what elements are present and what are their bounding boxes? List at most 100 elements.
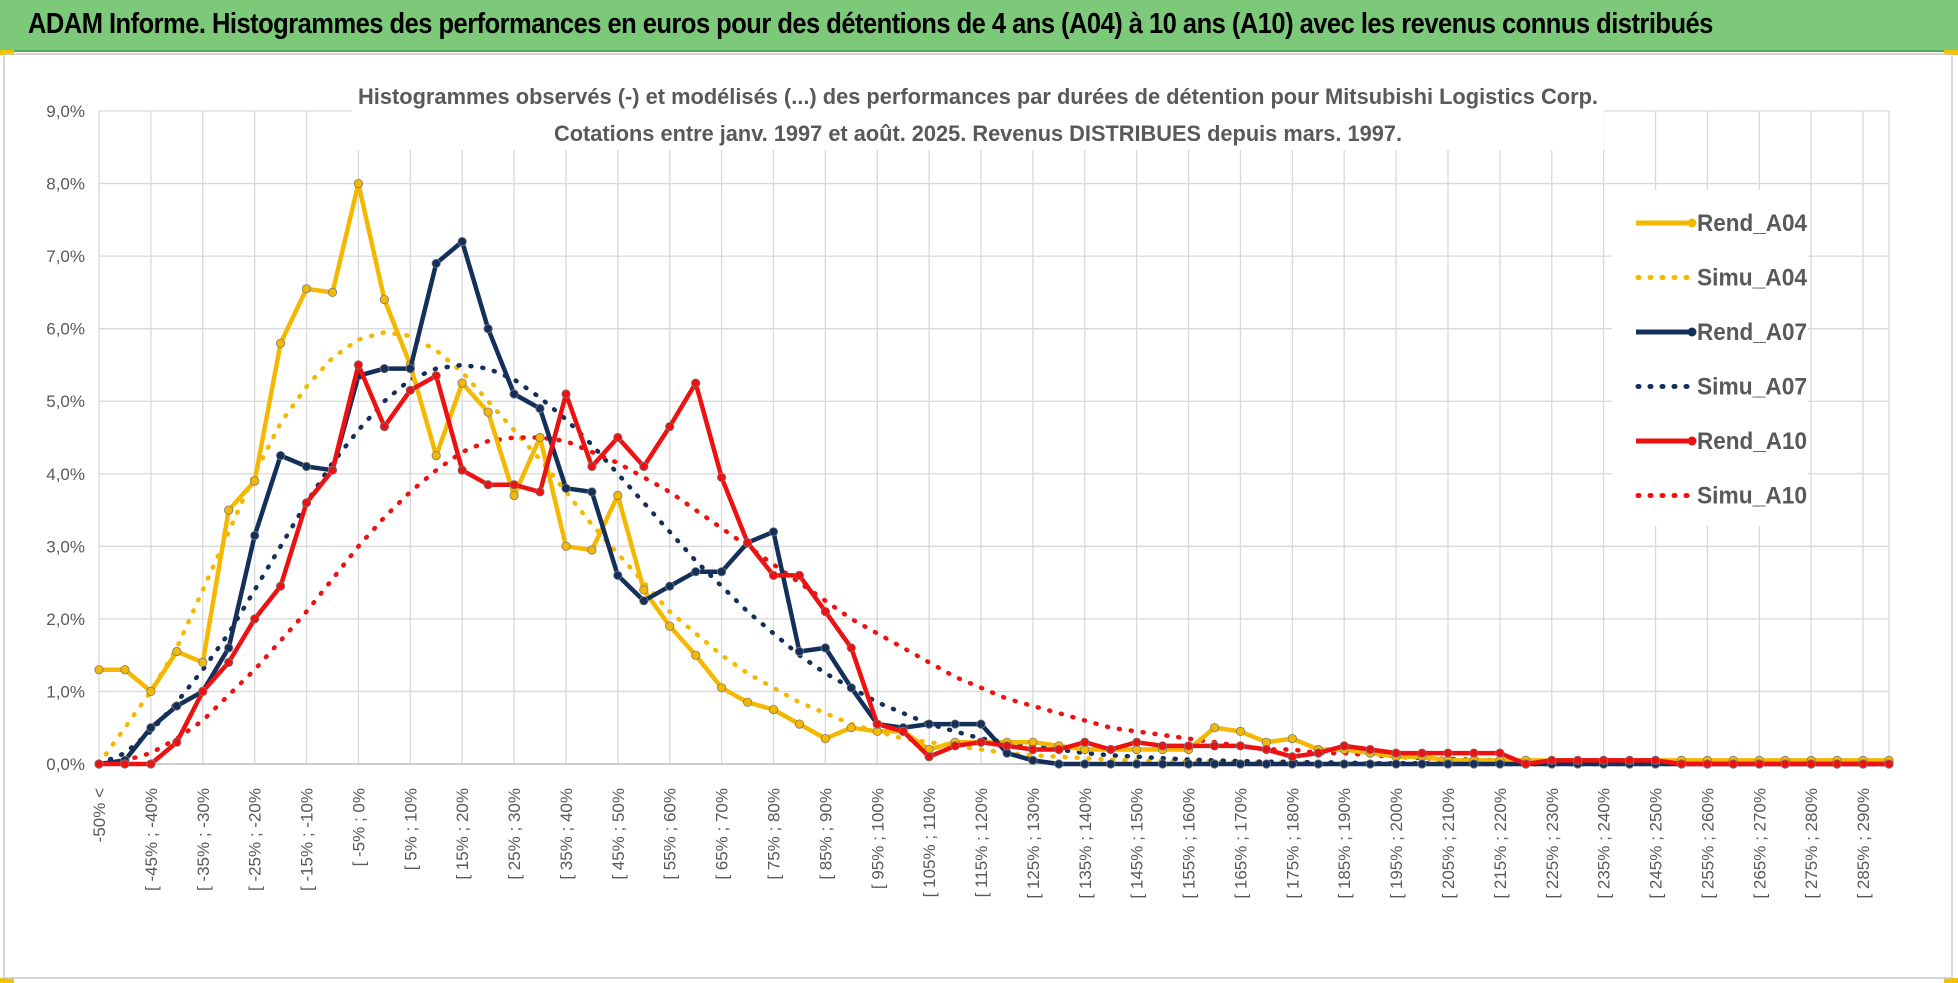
y-tick-label: 8,0%	[46, 175, 85, 194]
data-point	[146, 759, 156, 769]
series-simu-a10	[96, 435, 1892, 767]
data-point	[1235, 759, 1246, 769]
x-tick-label: [ 85% ; 90%	[816, 788, 835, 880]
data-point	[1339, 759, 1349, 769]
data-point	[1469, 759, 1479, 769]
x-tick-label: [ 45% ; 50%	[609, 788, 628, 880]
y-tick-label: 5,0%	[46, 392, 85, 411]
corner-mark-bottom-left	[0, 978, 14, 983]
data-point	[509, 490, 519, 501]
data-point	[716, 472, 727, 482]
data-point	[1287, 752, 1297, 762]
y-tick-label: 4,0%	[46, 465, 85, 484]
data-point	[1313, 759, 1323, 769]
y-tick-label: 3,0%	[46, 537, 85, 556]
data-point	[1054, 759, 1064, 769]
report-title: ADAM Informe. Histogrammes des performan…	[28, 8, 1713, 40]
x-tick-label: [ -25% ; -20%	[246, 788, 265, 891]
legend-label: Simu_A10	[1697, 483, 1807, 510]
data-point	[301, 461, 312, 472]
x-tick-label: [ 25% ; 30%	[505, 788, 524, 880]
data-point	[275, 338, 286, 348]
x-tick-label: [ 185% ; 190%	[1335, 788, 1354, 899]
data-point	[1573, 755, 1583, 766]
x-tick-label: [ 155% ; 160%	[1180, 788, 1199, 899]
series-line	[98, 239, 1889, 767]
data-point	[94, 759, 104, 769]
data-point	[1495, 759, 1505, 769]
data-point	[94, 665, 104, 675]
data-point	[1728, 759, 1738, 769]
x-tick-label: [ 205% ; 210%	[1439, 788, 1458, 899]
data-point	[120, 665, 130, 675]
data-point	[1754, 759, 1764, 769]
chart-subtitle: Cotations entre janv. 1997 et août. 2025…	[554, 121, 1402, 146]
data-point	[1625, 755, 1635, 766]
data-point	[275, 450, 286, 461]
data-point	[457, 465, 467, 475]
corner-mark-top-right	[1944, 50, 1958, 55]
data-point	[1443, 748, 1453, 758]
series-line	[96, 435, 1892, 767]
corner-mark-top-left	[0, 50, 14, 55]
data-point	[613, 490, 623, 501]
legend-item: Rend_A04	[1636, 210, 1808, 237]
report-banner: ADAM Informe. Histogrammes des performan…	[0, 0, 1958, 52]
x-tick-label: [ 105% ; 110%	[920, 788, 939, 897]
data-point	[1106, 759, 1116, 769]
y-tick-label: 0,0%	[46, 755, 85, 774]
x-tick-label: [ 95% ; 100%	[868, 788, 887, 889]
legend-item: Simu_A10	[1635, 483, 1807, 510]
x-tick-label: [ 285% ; 290%	[1854, 788, 1873, 899]
data-point	[405, 385, 415, 395]
data-point	[1209, 723, 1220, 733]
data-point	[1132, 737, 1142, 747]
chart-legend: Rend_A04 Simu_A04 Rend_A07 Simu_A07 Rend_A10…	[1612, 190, 1808, 526]
legend-item: Simu_A04	[1635, 265, 1808, 292]
legend-label: Rend_A07	[1697, 319, 1807, 346]
data-point	[1832, 759, 1842, 769]
x-tick-label: [ 125% ; 130%	[1024, 788, 1043, 899]
data-point	[172, 701, 182, 711]
data-point	[1443, 759, 1453, 769]
data-point	[1521, 759, 1531, 769]
data-point	[794, 719, 805, 729]
data-point	[1054, 744, 1064, 755]
data-point	[898, 726, 908, 737]
data-point	[1080, 759, 1090, 769]
data-point	[431, 258, 441, 268]
data-point	[1650, 755, 1661, 766]
series-rend-a10	[94, 360, 1894, 769]
data-point	[405, 363, 415, 374]
data-point	[1313, 748, 1323, 758]
data-point	[768, 570, 779, 581]
chart-title: Histogrammes observés (-) et modélisés (…	[358, 84, 1598, 109]
x-tick-label: [ 115% ; 120%	[972, 788, 991, 897]
data-point	[1391, 748, 1401, 758]
data-point	[353, 179, 363, 189]
legend-marker	[1687, 436, 1697, 446]
x-tick-label: [ 215% ; 220%	[1491, 788, 1510, 899]
data-point	[639, 585, 649, 595]
data-point	[587, 545, 597, 555]
data-point	[1858, 759, 1868, 769]
chart-title-background	[352, 80, 1604, 150]
data-point	[872, 719, 882, 729]
data-point	[353, 360, 363, 370]
data-point	[924, 719, 934, 729]
data-point	[1209, 759, 1220, 769]
data-point	[1547, 755, 1557, 766]
data-point	[976, 737, 986, 747]
data-point	[820, 733, 831, 744]
data-point	[691, 567, 701, 577]
data-point	[691, 650, 701, 660]
data-point	[587, 487, 597, 497]
data-point	[1235, 741, 1246, 751]
x-tick-label: [ 235% ; 240%	[1595, 788, 1614, 899]
x-tick-label: [ 75% ; 80%	[764, 788, 783, 880]
data-point	[950, 719, 960, 729]
data-point	[794, 646, 805, 657]
data-point	[535, 432, 545, 443]
x-tick-label: [ 175% ; 180%	[1283, 788, 1302, 899]
